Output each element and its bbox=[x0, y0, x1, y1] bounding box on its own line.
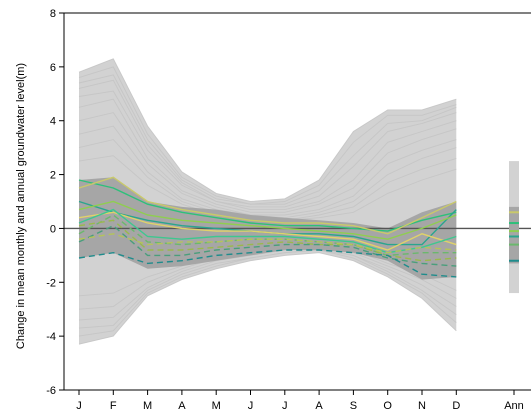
ensemble-curve-1 bbox=[78, 66, 457, 205]
y-tick-label: -4 bbox=[46, 331, 56, 343]
ensemble-curve-5 bbox=[78, 98, 457, 213]
x-tick-label: D bbox=[452, 400, 460, 412]
series-line-10 bbox=[78, 233, 457, 254]
y-tick-label: 0 bbox=[50, 223, 56, 235]
y-axis-title: Change in mean monthly and annual ground… bbox=[15, 63, 27, 349]
y-tick-label: 6 bbox=[50, 62, 56, 74]
ensemble-curve-6 bbox=[78, 112, 457, 216]
x-tick-label: J bbox=[248, 400, 254, 412]
y-tick-label: 8 bbox=[50, 8, 56, 20]
y-tick-label: -6 bbox=[46, 385, 56, 397]
series-layer bbox=[78, 176, 457, 278]
y-tick-label: 4 bbox=[50, 116, 56, 128]
ensemble-curve-14 bbox=[78, 249, 457, 337]
annual-subset-bar bbox=[509, 206, 519, 264]
series-line-7 bbox=[78, 219, 457, 262]
y-tick-label: 2 bbox=[50, 170, 56, 182]
axes-layer: -6 -4 -2 0 2 4 6 8 J F M A M J J A S O N D Ann bbox=[46, 8, 531, 412]
x-tick-label-annual: Ann bbox=[504, 400, 524, 412]
ensemble-envelope bbox=[79, 58, 457, 345]
x-tick-label: N bbox=[418, 400, 426, 412]
series-line-0 bbox=[78, 179, 457, 232]
series-line-4 bbox=[78, 211, 457, 251]
x-tick-label: A bbox=[315, 400, 323, 412]
ensemble-curve-2 bbox=[78, 74, 457, 205]
x-tick-label: A bbox=[178, 400, 186, 412]
ensemble-curve-3 bbox=[78, 79, 457, 208]
x-tick-label: J bbox=[76, 400, 82, 412]
x-tick-label: J bbox=[282, 400, 288, 412]
annual-summary-layer bbox=[509, 161, 519, 294]
series-line-5 bbox=[78, 208, 457, 254]
series-line-8 bbox=[78, 224, 457, 267]
series-line-9 bbox=[78, 249, 457, 278]
x-tick-label: S bbox=[350, 400, 357, 412]
ensemble-curve-15 bbox=[78, 252, 457, 345]
x-tick-label: M bbox=[143, 400, 152, 412]
x-tick-label: M bbox=[212, 400, 221, 412]
x-tick-label: O bbox=[383, 400, 392, 412]
ensemble-curve-4 bbox=[78, 90, 457, 211]
series-line-1 bbox=[78, 176, 457, 235]
series-line-3 bbox=[78, 200, 457, 240]
y-tick-label: -2 bbox=[46, 277, 56, 289]
x-tick-label: F bbox=[110, 400, 117, 412]
ensemble-curve-0 bbox=[78, 58, 457, 202]
